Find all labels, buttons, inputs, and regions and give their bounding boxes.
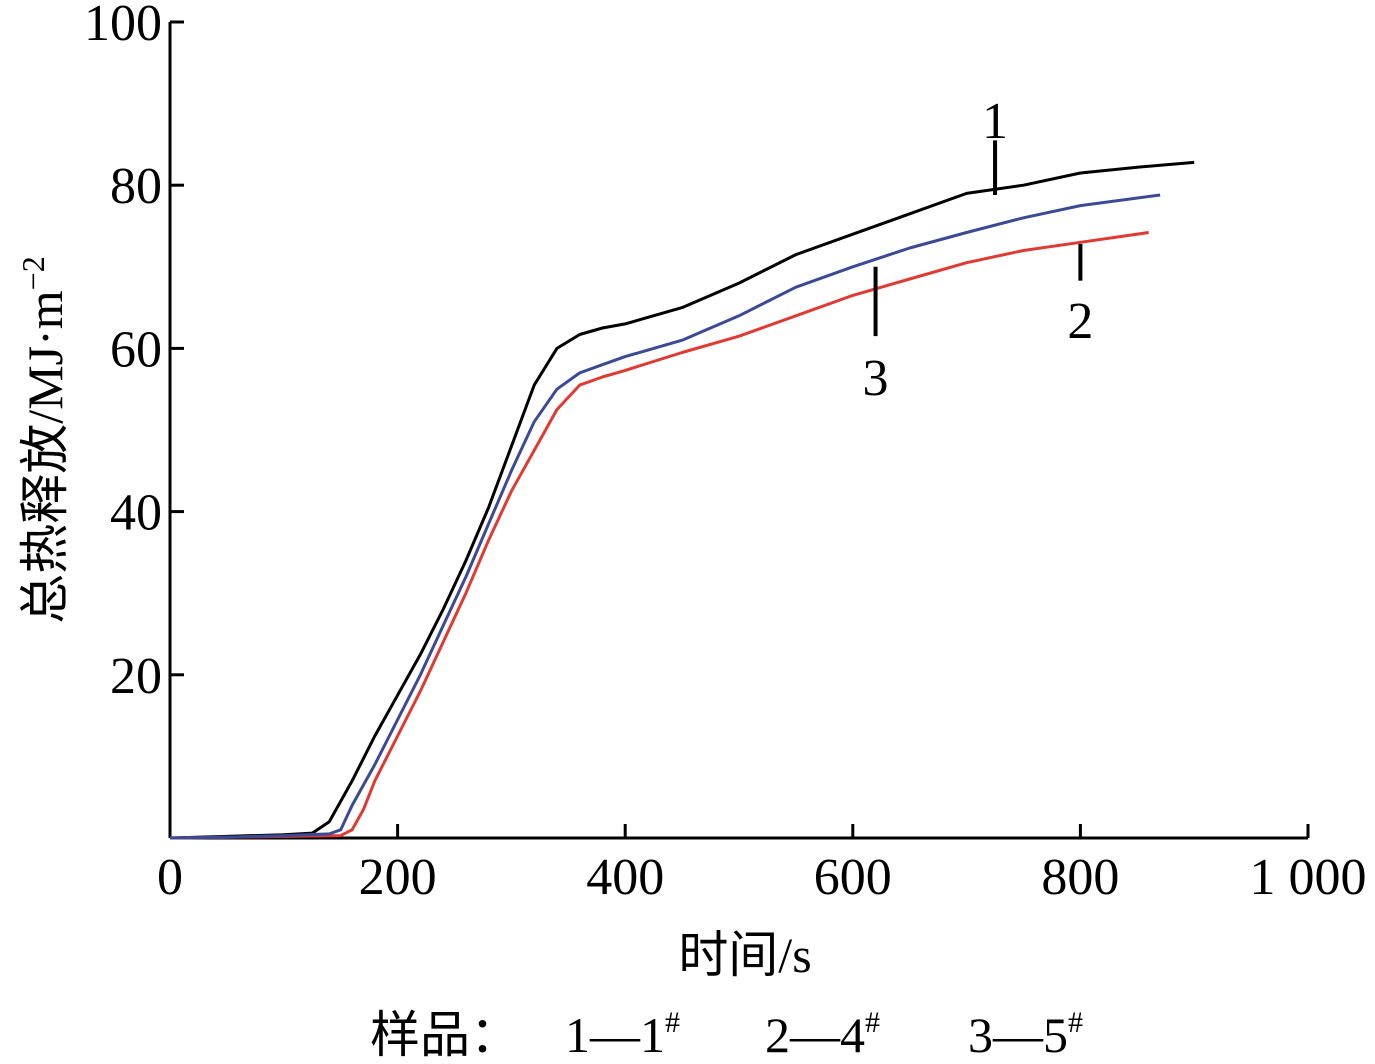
legend-entry-2: 2—4# (765, 1006, 880, 1063)
curve-label-1: 1 (982, 93, 1008, 150)
series-group (169, 160, 1195, 840)
series-line-2 (169, 231, 1149, 840)
x-tick-label: 400 (586, 849, 664, 906)
curve-label-3: 3 (863, 350, 889, 407)
y-tick-label: 20 (110, 648, 162, 705)
y-axis-title-sup: −2 (15, 256, 51, 290)
x-tick-label: 600 (814, 849, 892, 906)
axes: 0 200 400 600 800 1 000 20 40 60 80 100 (84, 0, 1367, 906)
curve-label-2: 2 (1067, 293, 1093, 350)
legend-entry-1: 1—1# (565, 1006, 680, 1063)
x-tick-label: 0 (157, 849, 183, 906)
x-tick-label: 1 000 (1250, 849, 1367, 906)
legend-entry-3: 3—5# (968, 1006, 1083, 1063)
y-tick-label: 100 (84, 0, 162, 52)
series-line-3 (169, 193, 1161, 840)
legend-label: 样品： (370, 1007, 520, 1063)
y-tick-label: 80 (110, 158, 162, 215)
series-line-1 (169, 160, 1195, 840)
legend: 样品： 1—1# 2—4# 3—5# (370, 1006, 1083, 1063)
x-tick-label: 200 (359, 849, 437, 906)
y-axis-title: 总热释放/MJ·m−2 (15, 256, 73, 623)
y-tick-label: 40 (110, 485, 162, 542)
x-tick-label: 800 (1041, 849, 1119, 906)
y-tick-label: 60 (110, 321, 162, 378)
legend-entries: 1—1# 2—4# 3—5# (565, 1006, 1083, 1063)
curve-labels: 1 2 3 (863, 93, 1094, 407)
x-axis-title: 时间/s (678, 927, 811, 983)
